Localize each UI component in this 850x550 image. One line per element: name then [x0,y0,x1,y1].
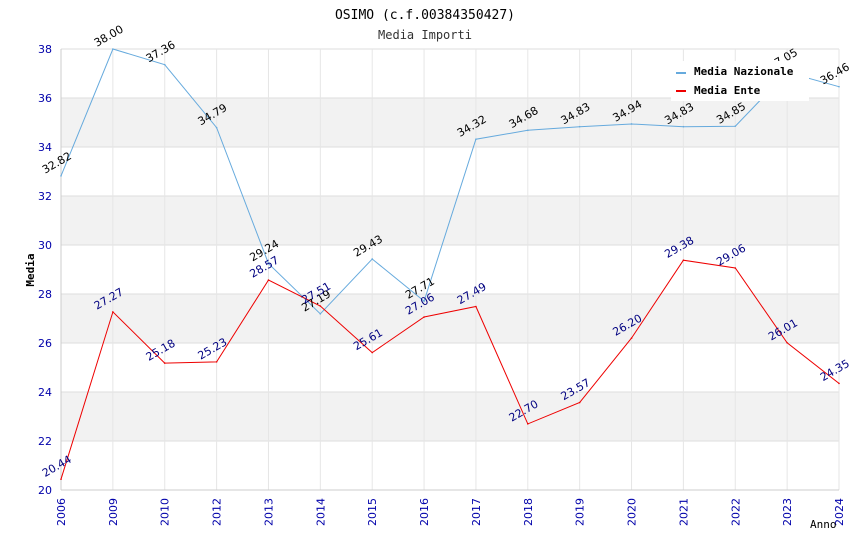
x-tick-label: 2022 [729,498,742,526]
data-point-media-nazionale [60,175,62,177]
chart-subtitle: Media Importi [378,28,472,42]
data-point-media-nazionale [734,125,737,127]
x-tick-label: 2009 [107,498,120,526]
plot-bands [61,49,839,490]
x-tick-label: 2016 [418,498,431,526]
plot-band [61,392,839,441]
y-tick-label: 34 [38,141,52,154]
y-tick-label: 26 [38,337,52,350]
series-line-media-ente [60,259,840,480]
data-point-media-ente [215,361,218,363]
data-point-media-ente [319,305,322,307]
data-point-media-ente [475,305,477,308]
data-point-media-nazionale [682,125,685,128]
y-axis-label: Media [24,253,37,286]
data-point-media-nazionale [163,63,166,66]
data-point-media-ente [423,316,425,318]
legend-label-media-ente: Media Ente [694,84,761,97]
plot-band [61,343,839,392]
plot-band [61,441,839,490]
data-point-media-nazionale [371,258,374,260]
data-point-media-ente [371,351,374,354]
data-point-media-ente [527,423,529,425]
data-point-media-nazionale [578,125,581,128]
series-line-media-nazionale [60,48,840,315]
y-tick-label: 30 [38,239,52,252]
data-point-media-ente [734,267,737,269]
x-axis-label: Anno [810,518,837,531]
data-point-media-ente [578,401,581,404]
y-tick-label: 36 [38,92,52,105]
x-tick-labels: 2006 2009 2010 2012 2013 2014 2015 2016 2017 2018… [55,498,846,526]
y-tick-labels: 20 22 24 26 28 30 32 34 36 38 [38,43,52,497]
y-tick-label: 22 [38,435,52,448]
plot-band [61,245,839,294]
legend: Media Nazionale Media Ente [671,61,809,101]
x-tick-label: 2021 [677,498,690,526]
series-group [60,48,840,481]
data-point-media-ente [163,362,166,364]
plot-band [61,294,839,343]
data-point-media-nazionale [527,129,529,132]
data-point-media-nazionale [838,85,840,88]
x-tick-label: 2018 [522,498,535,526]
data-point-media-ente [60,478,62,481]
data-point-media-ente [682,259,685,261]
data-point-media-nazionale [475,138,477,140]
x-tick-label: 2006 [55,498,68,526]
y-tick-label: 20 [38,484,52,497]
plot-band [61,98,839,147]
plot-band [61,147,839,196]
axes [60,49,839,491]
x-tick-label: 2015 [366,498,379,526]
chart-title: OSIMO (c.f.00384350427) [335,8,515,23]
data-point-media-nazionale [423,300,425,302]
data-point-media-nazionale [267,262,270,265]
x-tick-label: 2017 [470,498,483,526]
legend-box [671,61,809,101]
x-tick-label: 2023 [781,498,794,526]
x-tick-label: 2019 [574,498,587,526]
y-tick-label: 38 [38,43,52,56]
x-tick-label: 2013 [262,498,275,526]
x-tick-label: 2012 [211,498,224,526]
x-tick-label: 2024 [833,498,846,526]
data-point-media-ente [838,382,840,385]
data-point-media-nazionale [319,313,322,315]
x-tick-label: 2020 [626,498,639,526]
y-tick-label: 32 [38,190,52,203]
data-point-media-nazionale [215,126,218,129]
data-label-media-nazionale: 38.00 [92,23,126,50]
data-point-media-nazionale [630,123,633,125]
data-point-media-ente [112,311,114,313]
data-point-media-nazionale [112,48,114,50]
y-tick-label: 24 [38,386,52,399]
data-point-media-ente [786,341,788,344]
data-point-media-ente [267,279,270,281]
y-tick-label: 28 [38,288,52,301]
data-point-media-ente [630,337,633,339]
x-tick-label: 2014 [314,498,327,526]
legend-label-media-nazionale: Media Nazionale [694,65,794,78]
x-tick-label: 2010 [159,498,172,526]
